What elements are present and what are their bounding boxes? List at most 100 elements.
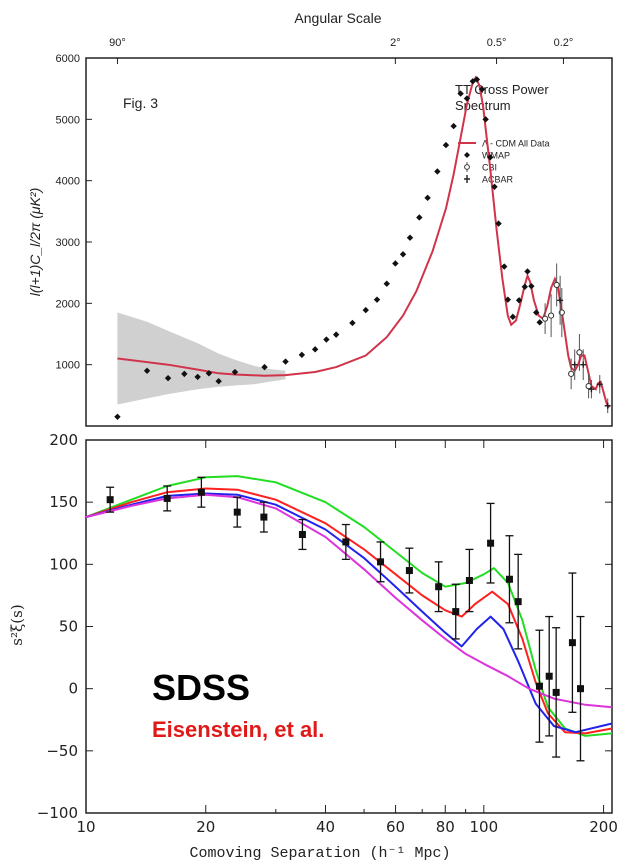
sdss-x-tick-label: 100 bbox=[469, 818, 498, 836]
cmb-y-tick-label: 5000 bbox=[56, 114, 80, 126]
wmap-point bbox=[524, 268, 531, 275]
cmb-data-points bbox=[114, 76, 611, 420]
wmap-point bbox=[399, 251, 407, 258]
legend-entry-label: WMAP bbox=[482, 151, 510, 161]
sdss-point bbox=[342, 538, 350, 546]
sdss-x-tick-label: 200 bbox=[589, 818, 618, 836]
wmap-point bbox=[442, 141, 450, 149]
wmap-point bbox=[501, 263, 508, 270]
wmap-point bbox=[533, 309, 540, 316]
legend-swatch-acbar bbox=[464, 175, 470, 183]
sdss-point bbox=[487, 539, 495, 547]
sdss-x-tick-label: 10 bbox=[76, 818, 95, 836]
legend-swatch-wmap bbox=[464, 152, 470, 158]
wmap-point bbox=[528, 282, 535, 290]
wmap-point bbox=[473, 76, 481, 83]
wmap-point bbox=[478, 86, 486, 93]
wmap-point bbox=[424, 194, 431, 202]
sdss-point bbox=[106, 496, 114, 504]
cbi-point bbox=[553, 281, 560, 289]
wmap-point bbox=[261, 363, 268, 371]
acbar-point bbox=[604, 402, 611, 409]
wmap-point bbox=[114, 413, 121, 420]
legend-swatch-cbi bbox=[464, 164, 470, 170]
sdss-y-tick-label: 100 bbox=[49, 555, 78, 573]
wmap-point bbox=[416, 214, 423, 221]
wmap-point bbox=[311, 346, 319, 353]
wmap-point bbox=[536, 319, 543, 326]
sdss-point bbox=[163, 494, 171, 502]
acbar-point bbox=[588, 386, 595, 393]
sdss-title: SDSS bbox=[152, 667, 250, 708]
sdss-x-tick-label: 80 bbox=[436, 818, 455, 836]
sdss-point bbox=[197, 488, 205, 496]
sdss-correlation-panel: −100 −50 0 50 100 150 200 10 20 40 60 80 100 200 s²ξ… bbox=[8, 431, 618, 862]
wmap-point bbox=[450, 122, 457, 130]
top-axis-ticks: 90° 2° 0.5° 0.2° bbox=[109, 37, 573, 64]
sdss-point bbox=[552, 688, 560, 696]
sdss-model-curve bbox=[85, 492, 613, 734]
wmap-point bbox=[298, 351, 306, 359]
cbi-point bbox=[576, 349, 583, 356]
sdss-point bbox=[568, 639, 576, 647]
wmap-point bbox=[215, 378, 222, 385]
wmap-point bbox=[231, 368, 239, 376]
wmap-point bbox=[491, 183, 498, 190]
sdss-x-tick-label: 40 bbox=[316, 818, 335, 836]
top-axis-tick-label: 0.5° bbox=[487, 37, 507, 49]
sdss-y-axis-label: s²ξ(s) bbox=[8, 604, 26, 645]
wmap-point bbox=[164, 374, 172, 382]
wmap-point bbox=[521, 283, 528, 290]
cbi-point bbox=[542, 315, 549, 322]
wmap-point bbox=[194, 373, 201, 381]
sdss-y-tick-label: 200 bbox=[49, 431, 78, 449]
sdss-y-tick-label: 150 bbox=[49, 493, 78, 511]
sdss-y-tick-label: 0 bbox=[68, 680, 78, 698]
sdss-y-tick-label: −100 bbox=[37, 804, 78, 822]
legend-entry-label: ACBAR bbox=[482, 175, 514, 185]
cbi-point bbox=[548, 312, 555, 319]
wmap-point bbox=[482, 116, 489, 123]
wmap-point bbox=[323, 336, 330, 343]
wmap-point bbox=[509, 313, 517, 321]
sdss-model-curve bbox=[85, 487, 613, 735]
sdss-x-ticks: 10 20 40 60 80 100 200 bbox=[76, 440, 618, 836]
wmap-point bbox=[373, 296, 381, 303]
acbar-point bbox=[596, 381, 603, 388]
sdss-point bbox=[505, 575, 513, 583]
figure-label: Fig. 3 bbox=[123, 95, 158, 111]
acbar-point bbox=[580, 361, 587, 368]
sdss-point bbox=[260, 513, 268, 521]
sdss-point bbox=[545, 672, 553, 680]
sdss-point bbox=[405, 567, 413, 575]
top-axis-tick-label: 0.2° bbox=[554, 37, 574, 49]
sdss-x-tick-label: 60 bbox=[386, 818, 405, 836]
sdss-point bbox=[465, 576, 473, 584]
cmb-y-axis-label: l(l+1)C_l/2π (μK²) bbox=[27, 188, 43, 296]
cbi-point bbox=[568, 370, 575, 377]
lcdm-model-curve bbox=[117, 75, 610, 409]
acbar-point bbox=[571, 361, 578, 368]
wmap-point bbox=[463, 95, 471, 102]
sdss-point bbox=[233, 508, 241, 516]
sdss-point bbox=[514, 598, 522, 606]
cbi-point bbox=[585, 383, 592, 390]
cmb-y-tick-label: 4000 bbox=[56, 176, 80, 188]
cmb-y-tick-label: 6000 bbox=[56, 53, 80, 65]
sdss-point bbox=[535, 682, 543, 690]
sdss-subtitle: Eisenstein, et al. bbox=[152, 717, 324, 742]
sdss-point bbox=[298, 530, 306, 538]
cosmic-variance-band bbox=[117, 312, 286, 405]
wmap-point bbox=[406, 234, 414, 241]
sdss-point bbox=[452, 608, 460, 616]
cmb-power-spectrum-panel: Angular Scale 90° 2° 0.5° 0.2° 1000 2000 3000… bbox=[27, 10, 613, 427]
wmap-point bbox=[205, 370, 213, 377]
wmap-point bbox=[332, 331, 340, 338]
acbar-point bbox=[557, 297, 564, 304]
sdss-y-ticks: −100 −50 0 50 100 150 200 bbox=[37, 431, 612, 822]
top-axis-tick-label: 2° bbox=[390, 37, 401, 49]
sdss-x-axis-label: Comoving Separation (h⁻¹ Mpc) bbox=[189, 845, 450, 862]
cmb-y-tick-label: 1000 bbox=[56, 360, 80, 372]
wmap-point bbox=[487, 154, 494, 161]
